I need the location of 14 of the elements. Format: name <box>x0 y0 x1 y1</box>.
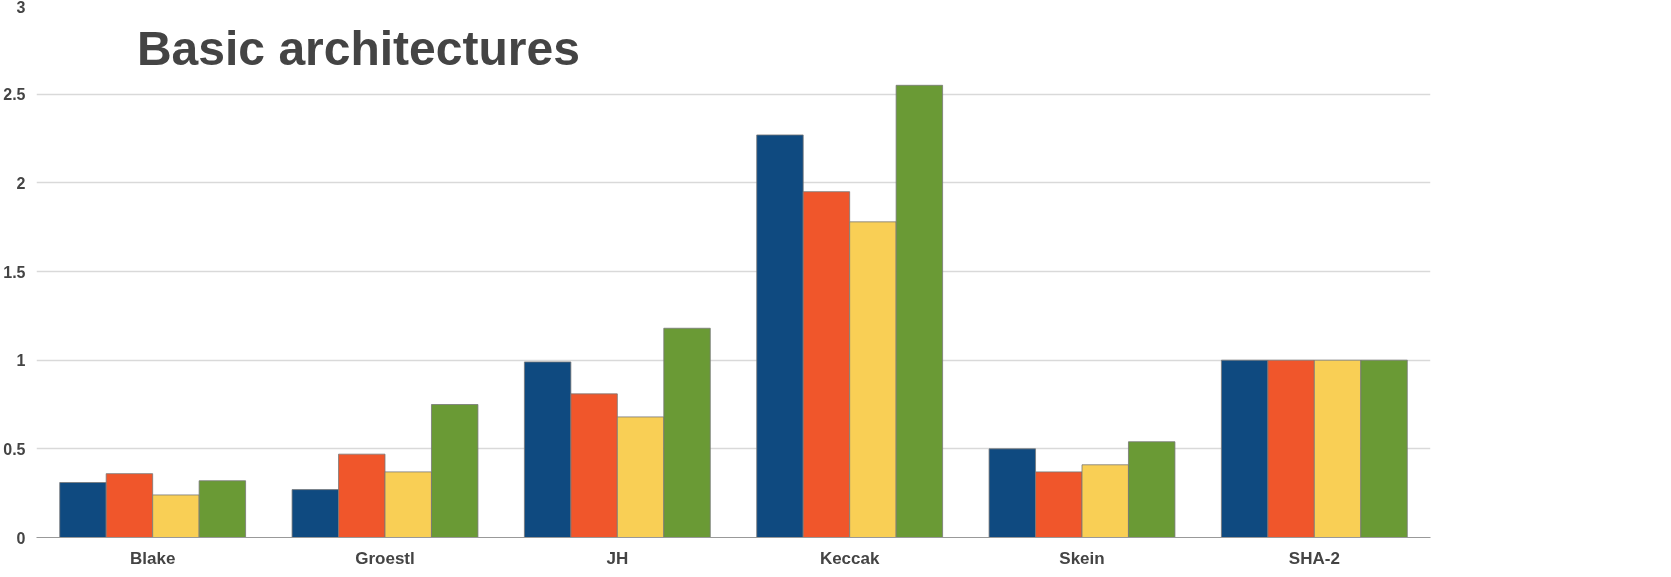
y-tick-label: 1.5 <box>3 263 26 281</box>
y-tick-label: 3 <box>16 0 26 16</box>
chart-title: Basic architectures <box>136 21 580 75</box>
y-tick-label: 0.5 <box>3 440 26 458</box>
y-tick-label: 2.5 <box>3 86 26 104</box>
x-tick-label: Skein <box>1059 548 1105 568</box>
y-tick-label: 0 <box>16 529 26 547</box>
x-tick-label: Blake <box>129 548 176 568</box>
x-tick-label: Groestl <box>355 548 415 568</box>
x-tick-label: JH <box>606 548 629 568</box>
x-tick-label: SHA-2 <box>1288 548 1340 568</box>
x-tick-label: Keccak <box>819 548 880 568</box>
y-tick-label: 2 <box>16 174 26 192</box>
y-tick-label: 1 <box>16 352 26 370</box>
